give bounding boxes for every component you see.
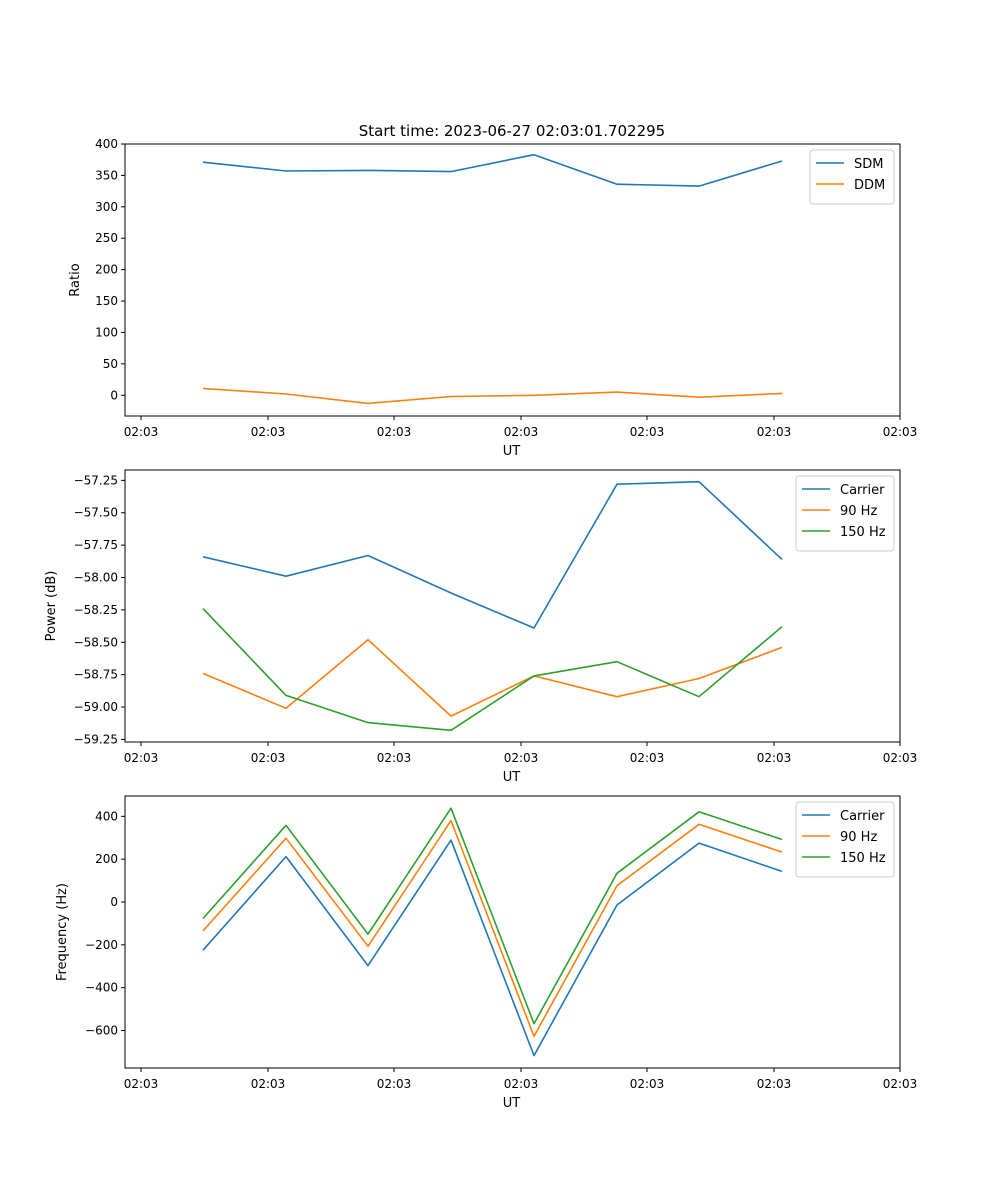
x-tick-label: 02:03 xyxy=(251,1077,286,1091)
chart-panel-1: 02:03 02:03 02:03 02:03 02:03 02:03 02:03 0 50 10… xyxy=(68,137,917,459)
series-line-90-hz xyxy=(202,638,783,717)
series-line-sdm xyxy=(202,153,783,187)
x-tick-label: 02:03 xyxy=(124,1077,159,1091)
y-tick-label: −57.25 xyxy=(74,473,118,487)
y-tick-label: −59.00 xyxy=(74,700,118,714)
y-tick-label: −58.50 xyxy=(74,635,118,649)
x-tick-label: 02:03 xyxy=(124,751,159,765)
y-tick-label: −59.25 xyxy=(74,732,118,746)
y-tick-label: −57.75 xyxy=(74,538,118,552)
series-line-carrier xyxy=(202,839,783,1057)
x-tick-label: 02:03 xyxy=(757,425,792,439)
plot-frame xyxy=(124,469,901,743)
y-tick-label: 350 xyxy=(95,168,118,182)
x-tick-label: 02:03 xyxy=(504,751,539,765)
x-tick-label: 02:03 xyxy=(504,1077,539,1091)
x-axis-label: UT xyxy=(503,444,521,459)
x-tick-label: 02:03 xyxy=(630,751,665,765)
legend: Carrier 90 Hz 150 Hz xyxy=(795,475,895,552)
x-tick-label: 02:03 xyxy=(630,425,665,439)
y-tick-label: 0 xyxy=(110,388,118,402)
legend-label: 90 Hz xyxy=(840,830,877,845)
x-tick-label: 02:03 xyxy=(883,425,918,439)
legend-box xyxy=(795,801,895,878)
y-tick-label: 50 xyxy=(103,357,118,371)
y-tick-label: 200 xyxy=(95,263,118,277)
x-tick-label: 02:03 xyxy=(883,1077,918,1091)
x-tick-label: 02:03 xyxy=(124,425,159,439)
x-tick-label: 02:03 xyxy=(630,1077,665,1091)
legend: Carrier 90 Hz 150 Hz xyxy=(795,801,895,878)
legend-label: 150 Hz xyxy=(840,525,886,540)
x-tick-label: 02:03 xyxy=(883,751,918,765)
series-line-90-hz xyxy=(202,819,783,1038)
legend-label: 90 Hz xyxy=(840,504,877,519)
legend-label: Carrier xyxy=(840,483,885,498)
y-tick-label: 0 xyxy=(110,895,118,909)
legend-label: DDM xyxy=(854,178,885,193)
figure-title: Start time: 2023-06-27 02:03:01.702295 xyxy=(359,122,665,140)
x-tick-label: 02:03 xyxy=(251,751,286,765)
x-tick-label: 02:03 xyxy=(377,751,412,765)
legend: SDM DDM xyxy=(809,149,895,205)
chart-panel-3: 02:03 02:03 02:03 02:03 02:03 02:03 02:03 −600 −… xyxy=(55,795,918,1111)
legend-label: Carrier xyxy=(840,809,885,824)
x-tick-label: 02:03 xyxy=(757,751,792,765)
y-axis-label: Power (dB) xyxy=(44,571,59,642)
plot-frame xyxy=(124,795,901,1069)
x-tick-label: 02:03 xyxy=(251,425,286,439)
y-tick-label: 250 xyxy=(95,231,118,245)
x-tick-label: 02:03 xyxy=(377,1077,412,1091)
y-tick-label: −200 xyxy=(85,938,118,952)
series-line-ddm xyxy=(202,387,783,405)
y-tick-label: −58.25 xyxy=(74,603,118,617)
series-line-150-hz xyxy=(202,807,783,1025)
panels: 02:03 02:03 02:03 02:03 02:03 02:03 02:03 0 50 10… xyxy=(44,137,917,1111)
plot-frame xyxy=(124,143,901,417)
x-axis-label: UT xyxy=(503,1096,521,1111)
y-tick-label: −400 xyxy=(85,981,118,995)
y-tick-label: −58.00 xyxy=(74,571,118,585)
x-tick-label: 02:03 xyxy=(377,425,412,439)
y-axis-label: Ratio xyxy=(68,263,83,296)
y-tick-label: 400 xyxy=(95,137,118,151)
chart-panel-2: 02:03 02:03 02:03 02:03 02:03 02:03 02:03 −59.2… xyxy=(44,469,918,785)
legend-box xyxy=(795,475,895,552)
y-tick-label: −600 xyxy=(85,1024,118,1038)
y-tick-label: 100 xyxy=(95,325,118,339)
series-line-carrier xyxy=(202,480,783,629)
x-tick-label: 02:03 xyxy=(504,425,539,439)
y-tick-label: 150 xyxy=(95,294,118,308)
y-tick-label: 400 xyxy=(95,809,118,823)
y-tick-label: −57.50 xyxy=(74,506,118,520)
y-tick-label: 200 xyxy=(95,852,118,866)
legend-label: SDM xyxy=(854,157,883,172)
x-axis-label: UT xyxy=(503,770,521,785)
legend-label: 150 Hz xyxy=(840,851,886,866)
y-axis-label: Frequency (Hz) xyxy=(55,883,70,981)
y-tick-label: −58.75 xyxy=(74,668,118,682)
x-tick-label: 02:03 xyxy=(757,1077,792,1091)
y-tick-label: 300 xyxy=(95,200,118,214)
series-line-150-hz xyxy=(202,608,783,732)
